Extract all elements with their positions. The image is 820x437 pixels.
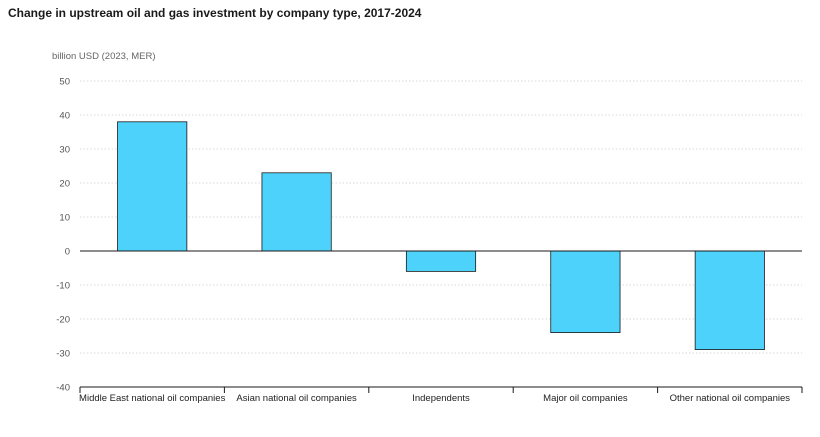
bar [694,250,765,350]
category-label: Major oil companies [543,393,628,404]
category-label: Middle East national oil companies [79,393,226,404]
y-tick-label: 0 [65,247,70,258]
category-labels: Middle East national oil companies Asian … [79,393,790,404]
bar [405,250,477,272]
y-tick-label: 30 [59,145,70,156]
y-tick-label: 10 [59,213,70,224]
x-axis-ticks [79,387,803,393]
category-label: Independents [412,393,470,404]
bar [117,121,188,252]
gridlines [80,80,802,354]
y-tick-label: -10 [56,281,70,292]
bar [550,250,621,333]
bars [117,121,765,350]
bar [261,172,332,252]
y-axis-label: billion USD (2023, MER) [52,51,155,62]
category-label: Other national oil companies [670,393,791,404]
y-tick-label: -40 [56,383,70,394]
y-tick-label: -20 [56,315,70,326]
chart-title: Change in upstream oil and gas investmen… [8,6,422,20]
y-tick-label: 50 [59,77,70,88]
y-tick-label: 40 [59,111,70,122]
y-tick-label: 20 [59,179,70,190]
category-label: Asian national oil companies [236,393,357,404]
y-tick-label: -30 [56,349,70,360]
y-axis-ticks: 50 40 30 20 10 0 -10 -20 -30 -40 [56,77,70,394]
